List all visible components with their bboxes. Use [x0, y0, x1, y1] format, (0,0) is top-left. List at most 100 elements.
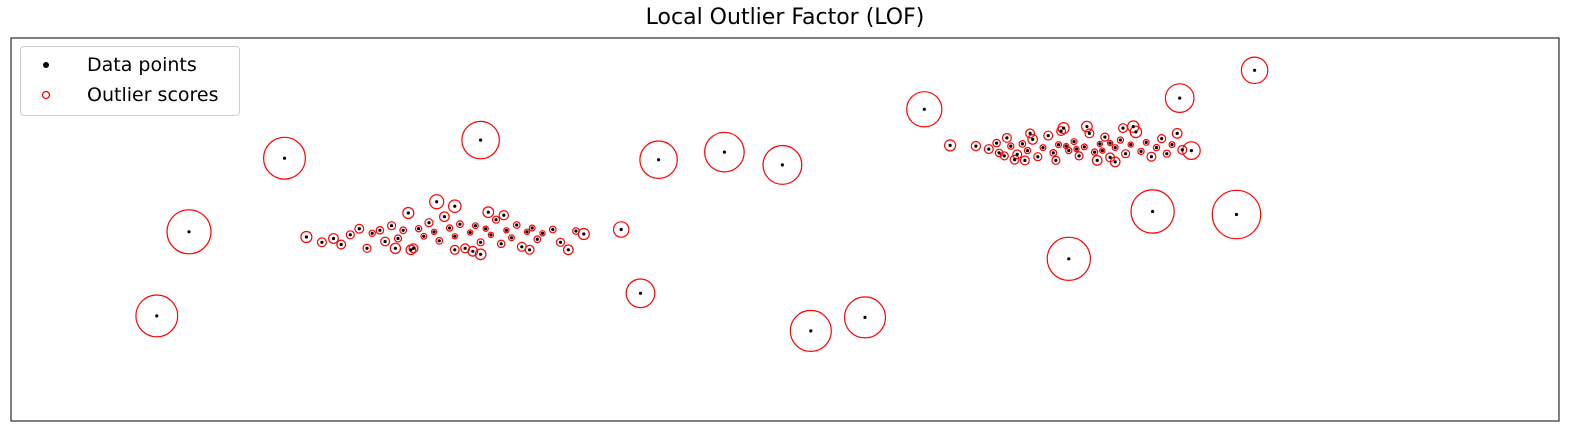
outlier-score-circle [496, 239, 506, 249]
outlier-score-circle [1157, 134, 1167, 144]
data-point [1064, 144, 1068, 148]
data-point [1059, 129, 1063, 133]
data-point [1041, 146, 1045, 150]
data-point [365, 246, 369, 250]
outlier-score-circle [1049, 148, 1058, 157]
outlier-score-circle [456, 220, 464, 229]
data-point [1087, 131, 1091, 135]
outlier-score-circle [562, 244, 574, 256]
outlier-score-circle [467, 245, 479, 257]
outlier-score-circle [1090, 148, 1099, 156]
outlier-score-circle [300, 230, 313, 244]
outlier-score-circle [336, 239, 347, 250]
outlier-score-circle [1046, 236, 1092, 281]
outlier-score-circles [135, 56, 1269, 352]
data-point [1077, 154, 1081, 158]
data-point [1015, 152, 1019, 156]
outlier-score-circle [474, 248, 487, 261]
outlier-score-circle [393, 234, 403, 243]
outlier-score-circle [1162, 149, 1171, 158]
outlier-score-circle [1027, 133, 1039, 145]
outlier-score-circle [704, 131, 745, 173]
outlier-score-circle [789, 309, 832, 352]
data-point [282, 156, 287, 160]
outlier-score-circle [508, 234, 516, 242]
outlier-score-circle [1001, 132, 1012, 143]
data-point [453, 234, 457, 238]
data-point [1165, 152, 1169, 156]
outlier-score-circle [1019, 155, 1030, 166]
data-point [1031, 137, 1035, 141]
data-point [504, 228, 508, 232]
outlier-score-circle [612, 221, 630, 238]
data-point [458, 222, 462, 226]
outlier-score-circle [533, 235, 542, 244]
data-point [948, 143, 952, 147]
data-point [453, 204, 457, 208]
outlier-score-circle [1116, 136, 1125, 144]
data-point [530, 226, 534, 230]
outlier-score-circle [992, 138, 1001, 148]
outlier-score-circle [1062, 142, 1070, 150]
outlier-score-circle [461, 120, 500, 160]
data-point [1113, 146, 1117, 150]
data-point [520, 245, 524, 249]
outlier-score-circle [414, 224, 423, 233]
legend-label-outlier-scores: Outlier scores [87, 84, 219, 106]
data-point [401, 228, 405, 232]
legend-dot-icon [43, 62, 49, 68]
outlier-score-circle [1106, 139, 1114, 147]
outlier-score-circle [491, 215, 501, 224]
data-point [339, 242, 343, 247]
outlier-score-circle [1091, 154, 1103, 166]
outlier-score-circle [1007, 142, 1015, 150]
data-point [463, 246, 467, 250]
data-point [378, 228, 382, 232]
outlier-score-circle [1142, 138, 1150, 146]
outlier-score-circle [467, 229, 474, 236]
data-point [432, 230, 436, 234]
data-point [448, 226, 452, 230]
data-point-markers [155, 68, 1257, 333]
outlier-score-circle [1130, 189, 1175, 234]
outlier-score-circle [843, 296, 887, 339]
data-point [535, 237, 539, 241]
data-point [528, 248, 532, 252]
data-point [473, 224, 477, 228]
data-point [427, 221, 431, 225]
data-point [489, 233, 493, 237]
outlier-score-circle [1177, 144, 1188, 155]
data-point [484, 227, 488, 231]
outlier-score-circle [1096, 140, 1104, 148]
data-point [1028, 131, 1032, 135]
data-point [515, 223, 519, 227]
outlier-score-circle [1043, 130, 1054, 141]
data-point [1093, 150, 1097, 154]
outlier-score-circle [1023, 146, 1032, 155]
outlier-score-circle [430, 228, 438, 235]
outlier-score-circle [445, 224, 454, 232]
outlier-score-circle [1120, 149, 1131, 159]
data-point [479, 138, 483, 142]
outlier-score-circle [487, 231, 495, 238]
data-point [499, 242, 503, 246]
data-point [809, 329, 813, 333]
outlier-score-circle [1146, 151, 1157, 162]
data-point [1108, 141, 1112, 145]
outlier-score-circle [1084, 128, 1095, 139]
legend: Data points Outlier scores [20, 46, 240, 116]
data-point [1025, 149, 1030, 153]
outlier-score-circle [943, 139, 957, 152]
data-point [1095, 158, 1099, 162]
data-point [1051, 151, 1055, 155]
outlier-score-circle [524, 244, 535, 255]
data-point [863, 315, 867, 319]
outlier-score-circle [1109, 156, 1121, 168]
outlier-score-circle [482, 225, 489, 232]
outlier-score-circle [1240, 56, 1269, 85]
data-point [722, 150, 727, 154]
data-point [1067, 257, 1071, 261]
outlier-score-circle [1009, 154, 1020, 165]
data-point [437, 239, 441, 243]
data-point [187, 230, 191, 234]
